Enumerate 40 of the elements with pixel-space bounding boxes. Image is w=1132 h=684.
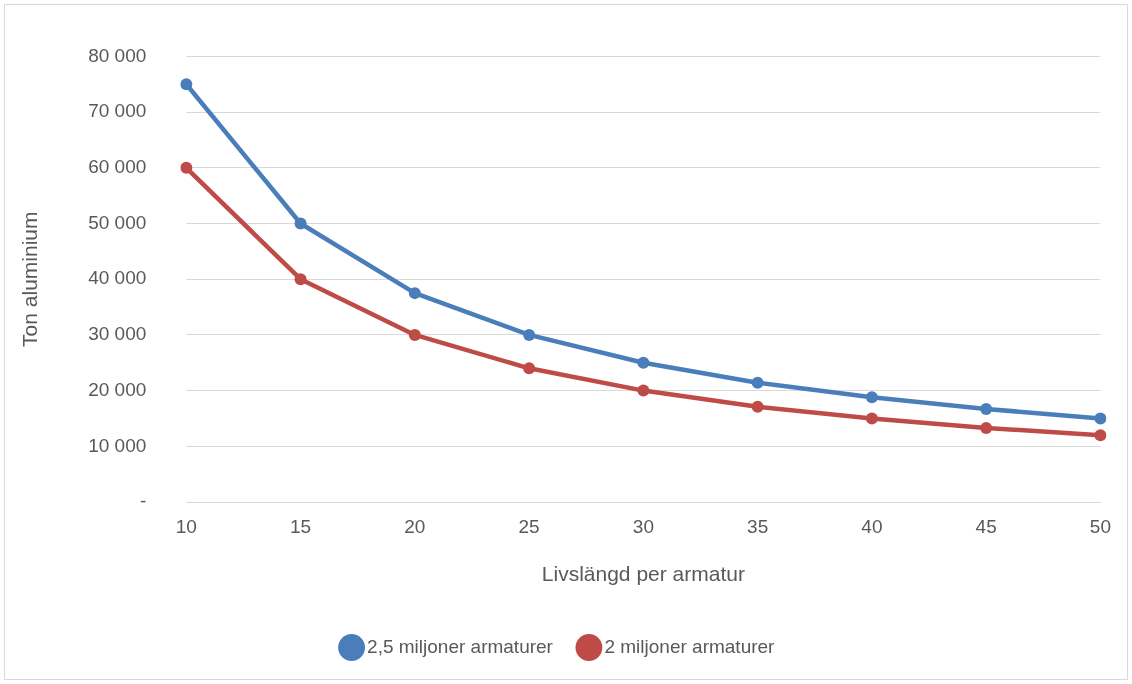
y-tick-label: 10 000 — [88, 434, 147, 456]
y-tick-label: 70 000 — [88, 100, 147, 122]
x-tick-label: 50 — [1089, 515, 1111, 537]
point — [408, 287, 421, 300]
point — [294, 217, 307, 230]
point — [294, 273, 307, 286]
y-tick-label: 50 000 — [88, 211, 147, 233]
point — [751, 400, 764, 413]
y-tick-label: 30 000 — [88, 323, 147, 345]
y-tick-label: 40 000 — [88, 267, 147, 289]
point — [865, 412, 878, 425]
point — [865, 391, 878, 404]
x-tick-label: 40 — [861, 515, 883, 537]
x-axis-title: Livslängd per armatur — [541, 562, 745, 586]
point — [980, 402, 993, 415]
point — [1094, 412, 1107, 425]
y-axis-title: Ton aluminium — [18, 211, 42, 347]
point — [637, 356, 650, 369]
y-tick-label: 20 000 — [88, 378, 147, 400]
point — [408, 328, 421, 341]
x-tick-label: 45 — [975, 515, 997, 537]
y-tick-label: 80 000 — [88, 44, 147, 66]
point — [180, 161, 193, 174]
x-tick-label: 10 — [175, 515, 197, 537]
x-tick-label: 20 — [404, 515, 426, 537]
legend-label: 2,5 miljoner armaturer — [367, 635, 554, 657]
x-tick-label: 25 — [518, 515, 540, 537]
point — [637, 384, 650, 397]
point — [523, 328, 536, 341]
point — [523, 362, 536, 375]
x-tick-label: 15 — [290, 515, 312, 537]
x-tick-label: 35 — [747, 515, 769, 537]
y-tick-label: 60 000 — [88, 156, 147, 178]
x-tick-label: 30 — [632, 515, 654, 537]
y-tick-label: - — [139, 490, 147, 512]
legend-label: 2 miljoner armaturer — [604, 635, 776, 657]
point — [180, 78, 193, 91]
point — [980, 421, 993, 434]
point — [1094, 429, 1107, 442]
point — [751, 376, 764, 389]
